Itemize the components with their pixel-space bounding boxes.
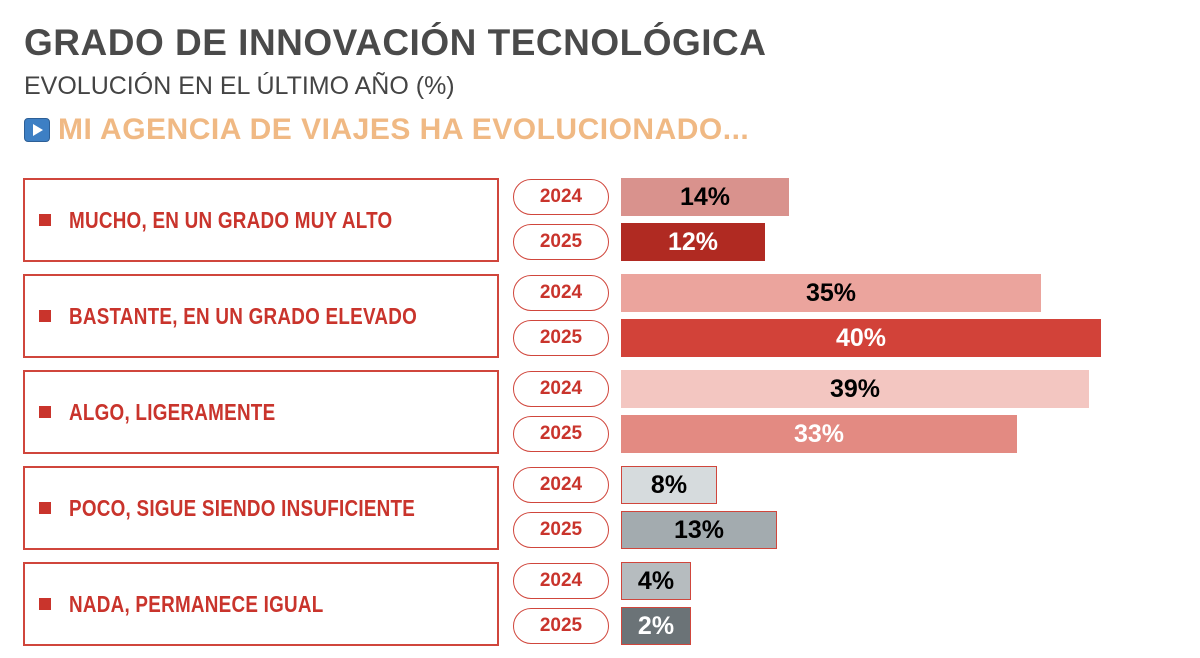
bar-2024: 8% [621, 466, 717, 504]
category-row: NADA, PERMANECE IGUAL 2024 4% 2025 2% [0, 562, 1200, 650]
year-label: 2025 [513, 512, 609, 548]
category-label: ALGO, LIGERAMENTE [69, 398, 276, 425]
chart-title: GRADO DE INNOVACIÓN TECNOLÓGICA [24, 22, 767, 63]
year-label: 2025 [513, 416, 609, 452]
year-label: 2024 [513, 179, 609, 215]
bar-2024: 35% [621, 274, 1041, 312]
chart-subtitle: EVOLUCIÓN EN EL ÚLTIMO AÑO (%) [24, 72, 455, 100]
category-label: BASTANTE, EN UN GRADO ELEVADO [69, 302, 418, 329]
category-label-box: BASTANTE, EN UN GRADO ELEVADO [23, 274, 499, 358]
category-row: MUCHO, EN UN GRADO MUY ALTO 2024 14% 2025 12… [0, 178, 1200, 266]
bar-2025: 12% [621, 223, 765, 261]
bar-2025: 2% [621, 607, 691, 645]
category-label-box: POCO, SIGUE SIENDO INSUFICIENTE [23, 466, 499, 550]
bar-value-label: 33% [793, 419, 845, 448]
bar-value-label: 14% [679, 182, 731, 211]
banner: MI AGENCIA DE VIAJES HA EVOLUCIONADO... [24, 113, 750, 146]
category-label: NADA, PERMANECE IGUAL [69, 590, 324, 617]
year-label: 2025 [513, 224, 609, 260]
bar-2025: 13% [621, 511, 777, 549]
category-row: BASTANTE, EN UN GRADO ELEVADO 2024 35% 2025… [0, 274, 1200, 362]
bar-value-label: 4% [637, 566, 675, 595]
year-label: 2024 [513, 371, 609, 407]
bar-2024: 14% [621, 178, 789, 216]
bar-value-label: 12% [667, 227, 719, 256]
play-icon [24, 118, 50, 142]
bar-2025: 33% [621, 415, 1017, 453]
bullet-icon [39, 502, 51, 514]
category-row: POCO, SIGUE SIENDO INSUFICIENTE 2024 8% 202… [0, 466, 1200, 554]
category-row: ALGO, LIGERAMENTE 2024 39% 2025 33% [0, 370, 1200, 458]
category-label-box: NADA, PERMANECE IGUAL [23, 562, 499, 646]
bullet-icon [39, 310, 51, 322]
category-label: MUCHO, EN UN GRADO MUY ALTO [69, 206, 393, 233]
bar-value-label: 35% [805, 278, 857, 307]
bullet-icon [39, 598, 51, 610]
bar-value-label: 40% [835, 323, 887, 352]
bullet-icon [39, 214, 51, 226]
banner-text: MI AGENCIA DE VIAJES HA EVOLUCIONADO... [58, 113, 750, 146]
bar-value-label: 8% [650, 470, 688, 499]
category-label-box: ALGO, LIGERAMENTE [23, 370, 499, 454]
bar-value-label: 39% [829, 374, 881, 403]
year-label: 2024 [513, 467, 609, 503]
bar-2025: 40% [621, 319, 1101, 357]
year-label: 2024 [513, 275, 609, 311]
bullet-icon [39, 406, 51, 418]
bar-2024: 39% [621, 370, 1089, 408]
bar-2024: 4% [621, 562, 691, 600]
year-label: 2025 [513, 608, 609, 644]
category-label: POCO, SIGUE SIENDO INSUFICIENTE [69, 494, 416, 521]
year-label: 2025 [513, 320, 609, 356]
category-label-box: MUCHO, EN UN GRADO MUY ALTO [23, 178, 499, 262]
year-label: 2024 [513, 563, 609, 599]
bar-value-label: 13% [673, 515, 725, 544]
bar-value-label: 2% [637, 611, 675, 640]
